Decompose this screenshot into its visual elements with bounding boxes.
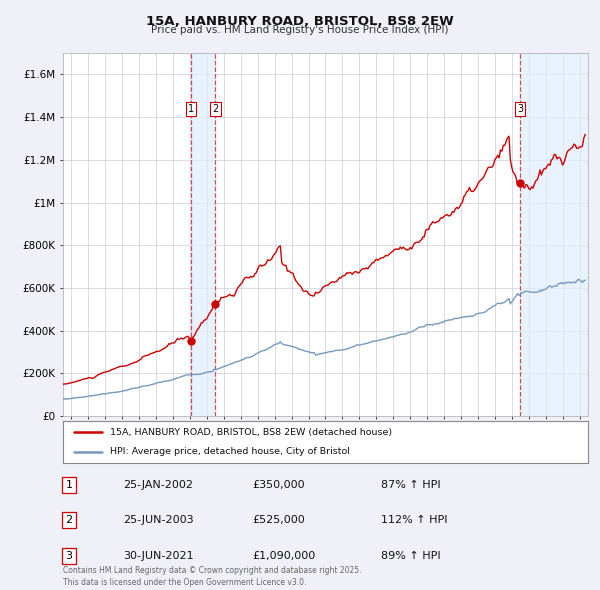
Text: 112% ↑ HPI: 112% ↑ HPI xyxy=(381,516,448,525)
Bar xyxy=(520,53,588,416)
Text: 30-JUN-2021: 30-JUN-2021 xyxy=(123,551,194,560)
Text: 2: 2 xyxy=(212,104,218,114)
Text: 2: 2 xyxy=(65,516,73,525)
Text: 87% ↑ HPI: 87% ↑ HPI xyxy=(381,480,440,490)
Text: 89% ↑ HPI: 89% ↑ HPI xyxy=(381,551,440,560)
Text: £1,090,000: £1,090,000 xyxy=(252,551,315,560)
Bar xyxy=(191,53,215,416)
Point xyxy=(515,179,525,188)
Text: 3: 3 xyxy=(517,104,523,114)
Text: 25-JUN-2003: 25-JUN-2003 xyxy=(123,516,194,525)
Text: £350,000: £350,000 xyxy=(252,480,305,490)
Text: 3: 3 xyxy=(65,551,73,560)
Text: 25-JAN-2002: 25-JAN-2002 xyxy=(123,480,193,490)
Text: 15A, HANBURY ROAD, BRISTOL, BS8 2EW (detached house): 15A, HANBURY ROAD, BRISTOL, BS8 2EW (det… xyxy=(110,428,392,437)
Text: HPI: Average price, detached house, City of Bristol: HPI: Average price, detached house, City… xyxy=(110,447,350,456)
Text: 1: 1 xyxy=(65,480,73,490)
Text: 1: 1 xyxy=(188,104,194,114)
Text: Contains HM Land Registry data © Crown copyright and database right 2025.
This d: Contains HM Land Registry data © Crown c… xyxy=(63,566,361,587)
Point xyxy=(211,299,220,309)
Text: 15A, HANBURY ROAD, BRISTOL, BS8 2EW: 15A, HANBURY ROAD, BRISTOL, BS8 2EW xyxy=(146,15,454,28)
Text: Price paid vs. HM Land Registry's House Price Index (HPI): Price paid vs. HM Land Registry's House … xyxy=(151,25,449,35)
Text: £525,000: £525,000 xyxy=(252,516,305,525)
Point xyxy=(187,336,196,346)
